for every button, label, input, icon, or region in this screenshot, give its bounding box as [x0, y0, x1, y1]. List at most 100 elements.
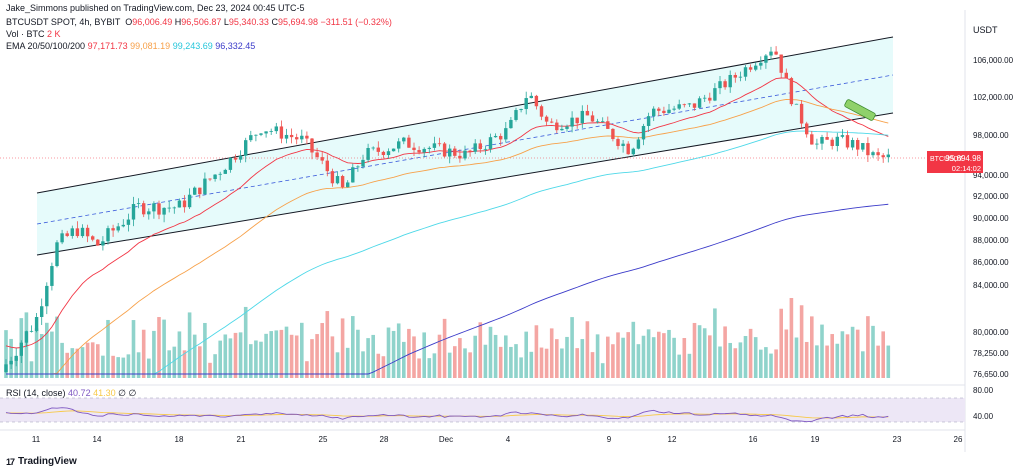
candle[interactable] [845, 130, 850, 150]
volume-legend[interactable]: Vol · BTC 2 K [6, 29, 61, 39]
candle[interactable] [835, 132, 839, 152]
candle[interactable] [228, 157, 233, 173]
candle[interactable] [488, 133, 493, 153]
candle[interactable] [264, 131, 268, 138]
candle[interactable] [310, 138, 314, 160]
candle[interactable] [764, 53, 768, 69]
candle[interactable] [550, 118, 554, 124]
candle[interactable] [407, 134, 411, 148]
candle[interactable] [121, 219, 125, 228]
candle[interactable] [631, 147, 635, 157]
candle[interactable] [259, 132, 263, 137]
candle[interactable] [815, 138, 819, 150]
candle[interactable] [805, 121, 809, 138]
candle[interactable] [789, 76, 794, 107]
candle[interactable] [519, 108, 523, 113]
candle[interactable] [157, 200, 161, 220]
candle[interactable] [861, 143, 865, 152]
candle[interactable] [544, 115, 549, 126]
candle[interactable] [75, 221, 80, 238]
candle[interactable] [391, 148, 396, 152]
candle[interactable] [96, 238, 100, 246]
candle[interactable] [218, 171, 222, 181]
candle[interactable] [9, 356, 13, 369]
candle[interactable] [422, 147, 426, 158]
candle[interactable] [590, 111, 595, 122]
candle[interactable] [366, 143, 370, 163]
candle[interactable] [254, 134, 258, 142]
candle[interactable] [60, 229, 64, 245]
candle[interactable] [524, 91, 528, 115]
candle[interactable] [203, 172, 207, 196]
candle[interactable] [427, 146, 431, 154]
candle[interactable] [208, 178, 212, 182]
candle[interactable] [830, 137, 834, 150]
candle[interactable] [381, 150, 386, 159]
candle[interactable] [499, 133, 503, 146]
candle[interactable] [85, 224, 90, 243]
candle[interactable] [697, 96, 702, 108]
candle[interactable] [70, 225, 74, 239]
candle[interactable] [458, 149, 462, 163]
candle[interactable] [799, 100, 804, 128]
candle[interactable] [748, 64, 753, 73]
candle[interactable] [621, 139, 625, 153]
candle[interactable] [300, 129, 304, 144]
candle[interactable] [692, 103, 697, 111]
candle[interactable] [876, 148, 880, 161]
candle[interactable] [636, 137, 641, 150]
candle[interactable] [233, 154, 238, 163]
candle[interactable] [198, 187, 202, 199]
candle[interactable] [881, 153, 885, 163]
candle[interactable] [284, 128, 289, 144]
candle[interactable] [565, 124, 569, 132]
candle[interactable] [147, 208, 151, 220]
candle[interactable] [167, 200, 171, 213]
candle[interactable] [468, 149, 472, 157]
candle[interactable] [193, 186, 197, 195]
candle[interactable] [437, 137, 442, 147]
candle[interactable] [279, 120, 284, 144]
candle[interactable] [289, 128, 294, 144]
candle[interactable] [4, 359, 8, 374]
candle[interactable] [142, 200, 146, 218]
candle[interactable] [397, 138, 401, 153]
candle[interactable] [866, 137, 870, 163]
candle[interactable] [14, 348, 18, 367]
candle[interactable] [840, 129, 845, 139]
candle[interactable] [595, 118, 600, 124]
candle[interactable] [769, 46, 773, 60]
annotation-marker[interactable] [844, 99, 876, 121]
candles[interactable] [4, 46, 890, 374]
candle[interactable] [187, 188, 192, 209]
candle[interactable] [759, 56, 763, 70]
candle[interactable] [580, 105, 584, 129]
candle[interactable] [351, 163, 355, 183]
candle[interactable] [213, 174, 217, 182]
candle[interactable] [182, 195, 187, 213]
candle[interactable] [662, 106, 666, 116]
candle[interactable] [126, 213, 131, 232]
candle[interactable] [560, 124, 564, 131]
ema-legend[interactable]: EMA 20/50/100/200 97,171.73 99,081.19 99… [6, 41, 255, 51]
candle[interactable] [570, 111, 574, 133]
candle[interactable] [320, 151, 324, 165]
candle[interactable] [131, 196, 136, 227]
candle[interactable] [371, 146, 375, 151]
candle[interactable] [708, 92, 712, 104]
candle[interactable] [713, 83, 717, 102]
candle[interactable] [575, 117, 579, 129]
candle[interactable] [850, 137, 855, 151]
candle[interactable] [50, 262, 54, 291]
candle[interactable] [274, 122, 278, 134]
candle[interactable] [432, 136, 437, 151]
candle[interactable] [101, 236, 105, 251]
candle[interactable] [493, 133, 498, 138]
candle[interactable] [611, 128, 615, 142]
candle[interactable] [723, 79, 727, 90]
candle[interactable] [19, 340, 23, 364]
candle[interactable] [473, 139, 477, 155]
candle[interactable] [65, 230, 69, 238]
candle[interactable] [743, 65, 748, 81]
candle[interactable] [305, 131, 309, 145]
